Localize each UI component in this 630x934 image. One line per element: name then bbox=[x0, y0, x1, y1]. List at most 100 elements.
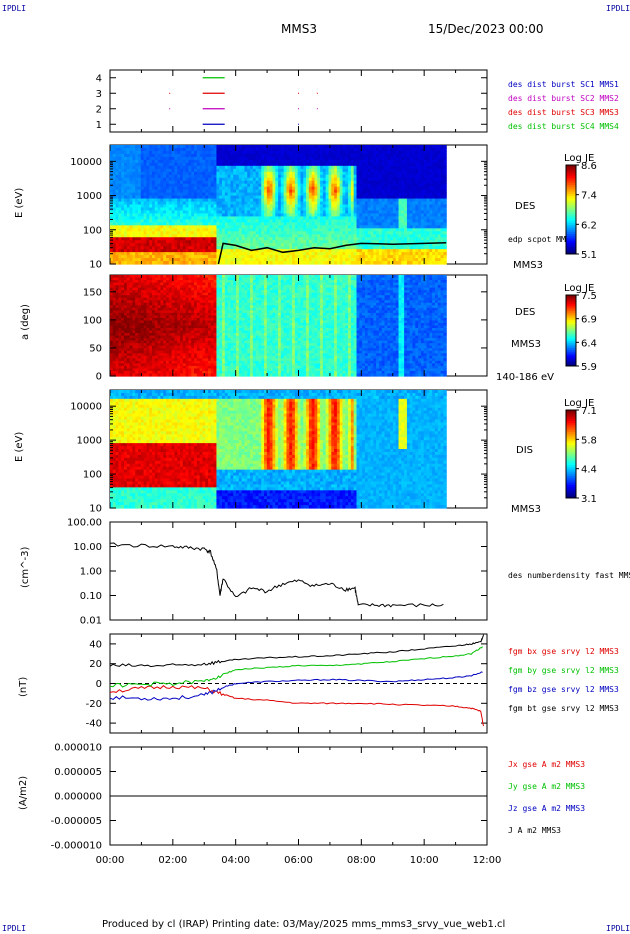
des-energy-pixel bbox=[303, 237, 307, 241]
des-energy-pixel bbox=[182, 204, 187, 209]
des-energy-pixel bbox=[272, 180, 276, 185]
des-energy-pixel bbox=[384, 210, 388, 215]
des-energy-pixel bbox=[233, 204, 237, 209]
des-energy-pixel bbox=[339, 216, 344, 220]
des-energy-pixel bbox=[356, 237, 360, 241]
des-energy-pixel bbox=[252, 147, 257, 152]
des-energy-pixel bbox=[325, 237, 330, 241]
des-energy-pixel bbox=[149, 198, 153, 203]
des-energy-pixel bbox=[236, 252, 240, 256]
des-energy-pixel bbox=[325, 252, 330, 256]
des-energy-pixel bbox=[353, 153, 358, 158]
des-energy-pixel bbox=[213, 249, 218, 253]
des-energy-pixel bbox=[199, 225, 204, 229]
des-energy-pixel bbox=[322, 234, 327, 238]
des-energy-pixel bbox=[376, 162, 380, 167]
des-energy-pixel bbox=[241, 237, 246, 241]
des-energy-pixel bbox=[440, 246, 444, 250]
des-energy-pixel bbox=[222, 165, 226, 170]
des-energy-pixel bbox=[149, 159, 153, 164]
des-energy-pixel bbox=[328, 153, 332, 158]
des-energy-pixel bbox=[401, 156, 405, 161]
des-energy-pixel bbox=[294, 252, 299, 256]
des-energy-pixel bbox=[149, 201, 153, 206]
des-energy-pixel bbox=[233, 201, 237, 206]
des-energy-pixel bbox=[115, 228, 119, 232]
des-energy-pixel bbox=[241, 165, 246, 170]
des-energy-pixel bbox=[188, 150, 192, 155]
des-energy-pixel bbox=[168, 255, 173, 259]
des-energy-pixel bbox=[320, 156, 324, 161]
des-energy-pixel bbox=[331, 145, 335, 149]
des-energy-pixel bbox=[241, 195, 246, 200]
des-energy-pixel bbox=[194, 258, 198, 262]
des-energy-pixel bbox=[222, 189, 226, 194]
des-energy-pixel bbox=[135, 186, 139, 191]
des-energy-pixel bbox=[138, 255, 142, 259]
des-energy-pixel bbox=[146, 195, 150, 200]
des-energy-pixel bbox=[440, 159, 444, 164]
des-energy-pixel bbox=[306, 189, 310, 194]
des-energy-pixel bbox=[227, 198, 232, 203]
des-energy-pixel bbox=[135, 213, 139, 218]
des-energy-pixel bbox=[289, 213, 293, 218]
des-energy-pixel bbox=[353, 216, 358, 220]
des-energy-pixel bbox=[356, 198, 360, 203]
des-energy-pixel bbox=[320, 201, 324, 206]
des-energy-pixel bbox=[292, 252, 296, 256]
des-energy-pixel bbox=[306, 234, 310, 238]
des-energy-pixel bbox=[196, 207, 201, 212]
des-energy-pixel bbox=[143, 231, 148, 235]
des-energy-pixel bbox=[334, 174, 338, 179]
des-energy-pixel bbox=[395, 207, 400, 212]
des-energy-pixel bbox=[219, 192, 223, 197]
des-energy-pixel bbox=[250, 153, 254, 158]
des-energy-pixel bbox=[350, 174, 355, 179]
des-energy-pixel bbox=[317, 249, 321, 253]
des-energy-pixel bbox=[110, 192, 114, 197]
des-energy-pixel bbox=[160, 228, 164, 232]
des-energy-pixel bbox=[418, 258, 422, 262]
des-energy-pixel bbox=[297, 246, 302, 250]
des-energy-pixel bbox=[261, 183, 265, 188]
des-energy-pixel bbox=[143, 198, 148, 203]
des-energy-pixel bbox=[339, 198, 344, 203]
des-energy-pixel bbox=[345, 183, 349, 188]
des-energy-pixel bbox=[336, 222, 341, 226]
des-energy-pixel bbox=[412, 243, 416, 247]
des-energy-pixel bbox=[216, 231, 220, 235]
des-energy-pixel bbox=[367, 231, 372, 235]
des-energy-pixel bbox=[280, 195, 285, 200]
des-energy-pixel bbox=[124, 261, 128, 265]
des-energy-pixel bbox=[266, 204, 271, 209]
des-energy-pixel bbox=[440, 210, 444, 215]
des-energy-pixel bbox=[373, 177, 377, 182]
des-energy-pixel bbox=[370, 159, 374, 164]
des-energy-pixel bbox=[140, 246, 145, 250]
des-energy-pixel bbox=[322, 201, 327, 206]
des-energy-pixel bbox=[222, 192, 226, 197]
des-energy-pixel bbox=[314, 156, 318, 161]
des-energy-pixel bbox=[292, 150, 296, 155]
des-energy-pixel bbox=[196, 222, 201, 226]
des-energy-pixel bbox=[395, 153, 400, 158]
des-energy-pixel bbox=[202, 156, 206, 161]
des-energy-pixel bbox=[269, 255, 274, 259]
des-energy-pixel bbox=[261, 234, 265, 238]
des-energy-pixel bbox=[266, 252, 271, 256]
des-energy-pixel bbox=[278, 180, 282, 185]
des-energy-pixel bbox=[342, 195, 346, 200]
des-energy-pixel bbox=[171, 255, 176, 259]
des-energy-pixel bbox=[160, 189, 164, 194]
des-energy-pixel bbox=[199, 198, 204, 203]
des-energy-pixel bbox=[412, 255, 416, 259]
des-energy-pixel bbox=[168, 207, 173, 212]
des-energy-pixel bbox=[443, 246, 447, 250]
des-energy-pixel bbox=[320, 219, 324, 223]
des-energy-pixel bbox=[370, 240, 374, 244]
des-energy-pixel bbox=[132, 237, 136, 241]
des-energy-pixel bbox=[182, 201, 187, 206]
des-energy-colorbar-label: 8.6 bbox=[581, 161, 597, 172]
des-energy-pixel bbox=[157, 234, 162, 238]
des-energy-pixel bbox=[272, 177, 276, 182]
